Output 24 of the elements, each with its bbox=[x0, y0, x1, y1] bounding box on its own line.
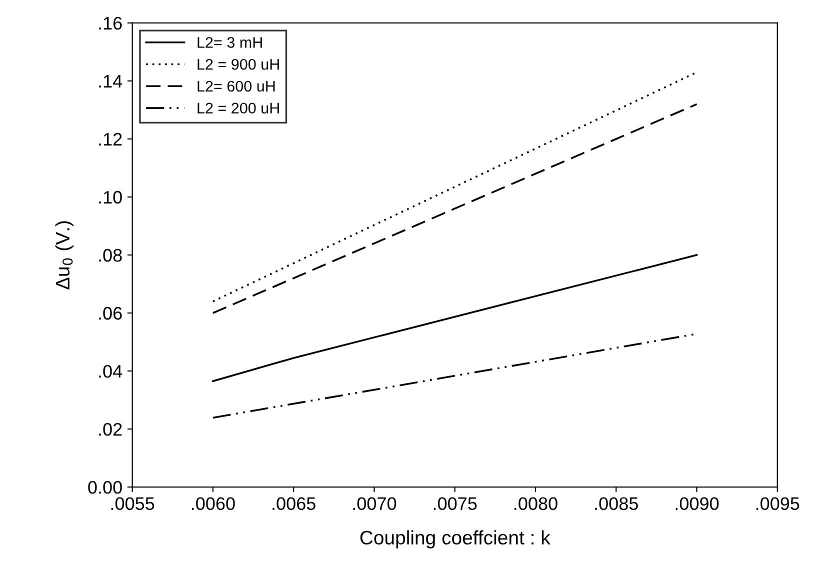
y-tick-label: .02 bbox=[99, 422, 122, 436]
x-tick-label: .0085 bbox=[595, 497, 638, 510]
legend-label: L2 = 900 uH bbox=[198, 58, 279, 70]
x-tick-label: .0055 bbox=[111, 497, 154, 510]
x-tick-label: .0095 bbox=[756, 497, 800, 510]
x-tick-label: .0080 bbox=[514, 497, 558, 510]
y-tick-label: .04 bbox=[99, 364, 122, 378]
y-axis-title: Δu$_{0}$ (V.) bbox=[55, 221, 74, 290]
y-tick-label: .12 bbox=[99, 132, 122, 146]
x-tick-label: .0065 bbox=[272, 497, 316, 510]
legend-label: L2= 600 uH bbox=[198, 80, 275, 92]
y-tick-label: 0.00 bbox=[88, 480, 122, 494]
legend-label: L2 = 200 uH bbox=[198, 102, 279, 114]
y-tick-label: .10 bbox=[99, 190, 122, 204]
x-tick-label: .0090 bbox=[676, 497, 719, 510]
x-tick-label: .0070 bbox=[353, 497, 396, 510]
y-tick-label: .08 bbox=[99, 248, 122, 262]
y-tick-label: .06 bbox=[99, 306, 122, 320]
x-tick-label: .0075 bbox=[434, 497, 477, 510]
y-tick-label: .16 bbox=[99, 16, 122, 30]
legend-label: L2= 3 mH bbox=[198, 37, 262, 48]
x-tick-label: .0060 bbox=[192, 497, 235, 510]
y-tick-label: .14 bbox=[99, 75, 122, 88]
x-axis-title: Coupling coeffcient : k bbox=[360, 530, 550, 548]
